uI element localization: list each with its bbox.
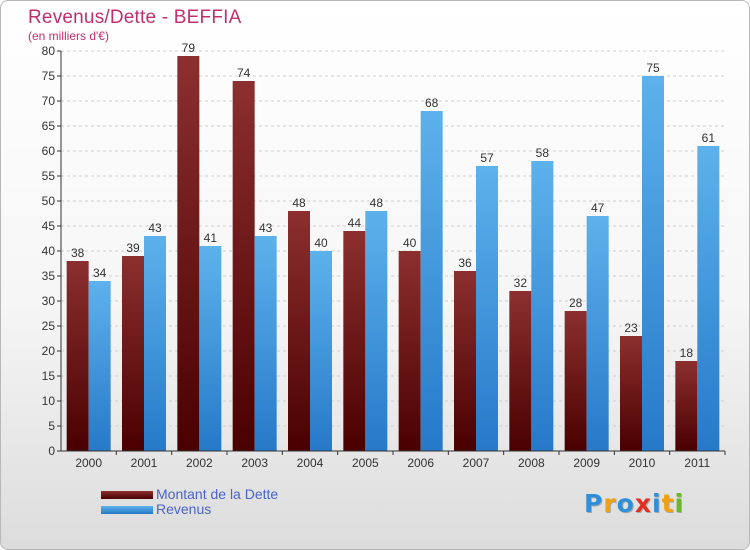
- y-tick-label: 65: [42, 119, 56, 133]
- y-tick-label: 20: [42, 344, 56, 358]
- logo-letter: i: [652, 489, 662, 518]
- x-tick-label: 2006: [407, 456, 434, 470]
- debt-bar: [398, 251, 421, 451]
- revenue-value-label: 40: [314, 236, 328, 250]
- debt-value-label: 28: [569, 296, 583, 310]
- chart-subtitle: (en milliers d'€): [28, 29, 109, 43]
- x-tick-label: 2004: [297, 456, 324, 470]
- revenue-bar: [586, 216, 609, 451]
- proxiti-logo: Proxiti: [584, 489, 684, 518]
- debt-bar: [620, 336, 642, 451]
- debt-bar: [122, 256, 144, 451]
- x-tick-label: 2001: [131, 456, 158, 470]
- debt-value-label: 74: [237, 66, 251, 80]
- legend-swatch-debt: [101, 490, 153, 499]
- debt-value-label: 79: [182, 41, 196, 55]
- y-tick-label: 10: [42, 394, 56, 408]
- revenue-bar: [476, 166, 498, 451]
- debt-value-label: 32: [514, 276, 528, 290]
- debt-bar: [675, 361, 698, 451]
- debt-bar: [454, 271, 476, 451]
- chart-legend: Montant de la Dette Revenus: [101, 487, 278, 517]
- revenue-bar: [697, 146, 720, 451]
- debt-value-label: 39: [126, 241, 140, 255]
- revenue-bar: [88, 281, 111, 451]
- debt-bar: [564, 311, 587, 451]
- revenue-value-label: 75: [646, 61, 660, 75]
- legend-label-revenue: Revenus: [156, 501, 212, 517]
- logo-letter: i: [674, 489, 685, 518]
- y-tick-label: 0: [48, 444, 55, 458]
- x-tick-label: 2010: [629, 456, 656, 470]
- y-tick-label: 55: [42, 169, 56, 183]
- y-tick-label: 50: [42, 194, 56, 208]
- chart-title: Revenus/Dette - BEFFIA: [28, 7, 242, 28]
- revenue-value-label: 47: [591, 201, 605, 215]
- revenue-bar: [199, 246, 222, 451]
- logo-letter: t: [661, 489, 675, 518]
- x-tick-label: 2009: [573, 456, 600, 470]
- debt-value-label: 38: [71, 246, 85, 260]
- x-tick-label: 2005: [352, 456, 379, 470]
- x-tick-label: 2011: [684, 456, 710, 470]
- logo-letter: r: [603, 489, 617, 518]
- legend-item-debt: Montant de la Dette: [101, 487, 278, 502]
- debt-bar: [288, 211, 310, 451]
- debt-value-label: 44: [348, 216, 362, 230]
- debt-value-label: 36: [458, 256, 472, 270]
- y-tick-label: 40: [42, 244, 56, 258]
- x-tick-label: 2008: [518, 456, 545, 470]
- y-tick-label: 25: [42, 319, 56, 333]
- revenue-value-label: 58: [536, 146, 550, 160]
- debt-bar: [509, 291, 532, 451]
- y-tick-label: 75: [42, 69, 56, 83]
- y-tick-label: 70: [42, 94, 56, 108]
- debt-bar: [177, 56, 200, 451]
- y-tick-label: 80: [42, 44, 56, 58]
- debt-value-label: 40: [403, 236, 417, 250]
- legend-label-debt: Montant de la Dette: [156, 486, 279, 502]
- y-tick-label: 45: [42, 219, 56, 233]
- revenue-value-label: 43: [259, 221, 273, 235]
- revenue-value-label: 61: [702, 131, 716, 145]
- revenue-value-label: 68: [425, 96, 439, 110]
- y-tick-label: 15: [42, 369, 56, 383]
- x-tick-label: 2002: [186, 456, 213, 470]
- revenue-value-label: 41: [204, 231, 218, 245]
- debt-value-label: 18: [680, 346, 694, 360]
- x-tick-label: 2000: [75, 456, 102, 470]
- revenue-bar: [254, 236, 277, 451]
- revenue-bar: [365, 211, 388, 451]
- revenue-bar: [310, 251, 332, 451]
- legend-swatch-revenue: [101, 505, 153, 514]
- revenue-value-label: 34: [93, 266, 107, 280]
- debt-value-label: 23: [624, 321, 638, 335]
- y-tick-label: 30: [42, 294, 56, 308]
- y-tick-label: 60: [42, 144, 56, 158]
- debt-value-label: 48: [292, 196, 306, 210]
- logo-letter: P: [584, 489, 604, 518]
- x-tick-label: 2007: [463, 456, 490, 470]
- revenue-value-label: 57: [480, 151, 494, 165]
- y-tick-label: 35: [42, 269, 56, 283]
- x-tick-label: 2003: [241, 456, 268, 470]
- revenue-bar: [642, 76, 664, 451]
- logo-letter: o: [616, 489, 635, 518]
- revenue-bar: [531, 161, 554, 451]
- revenue-value-label: 43: [148, 221, 162, 235]
- revenue-bar: [144, 236, 166, 451]
- debt-bar: [232, 81, 255, 451]
- logo-letter: x: [634, 489, 652, 518]
- revenue-value-label: 48: [370, 196, 384, 210]
- debt-bar: [66, 261, 89, 451]
- legend-item-revenue: Revenus: [101, 502, 278, 517]
- y-tick-label: 5: [48, 419, 55, 433]
- debt-bar: [343, 231, 366, 451]
- revenue-bar: [420, 111, 443, 451]
